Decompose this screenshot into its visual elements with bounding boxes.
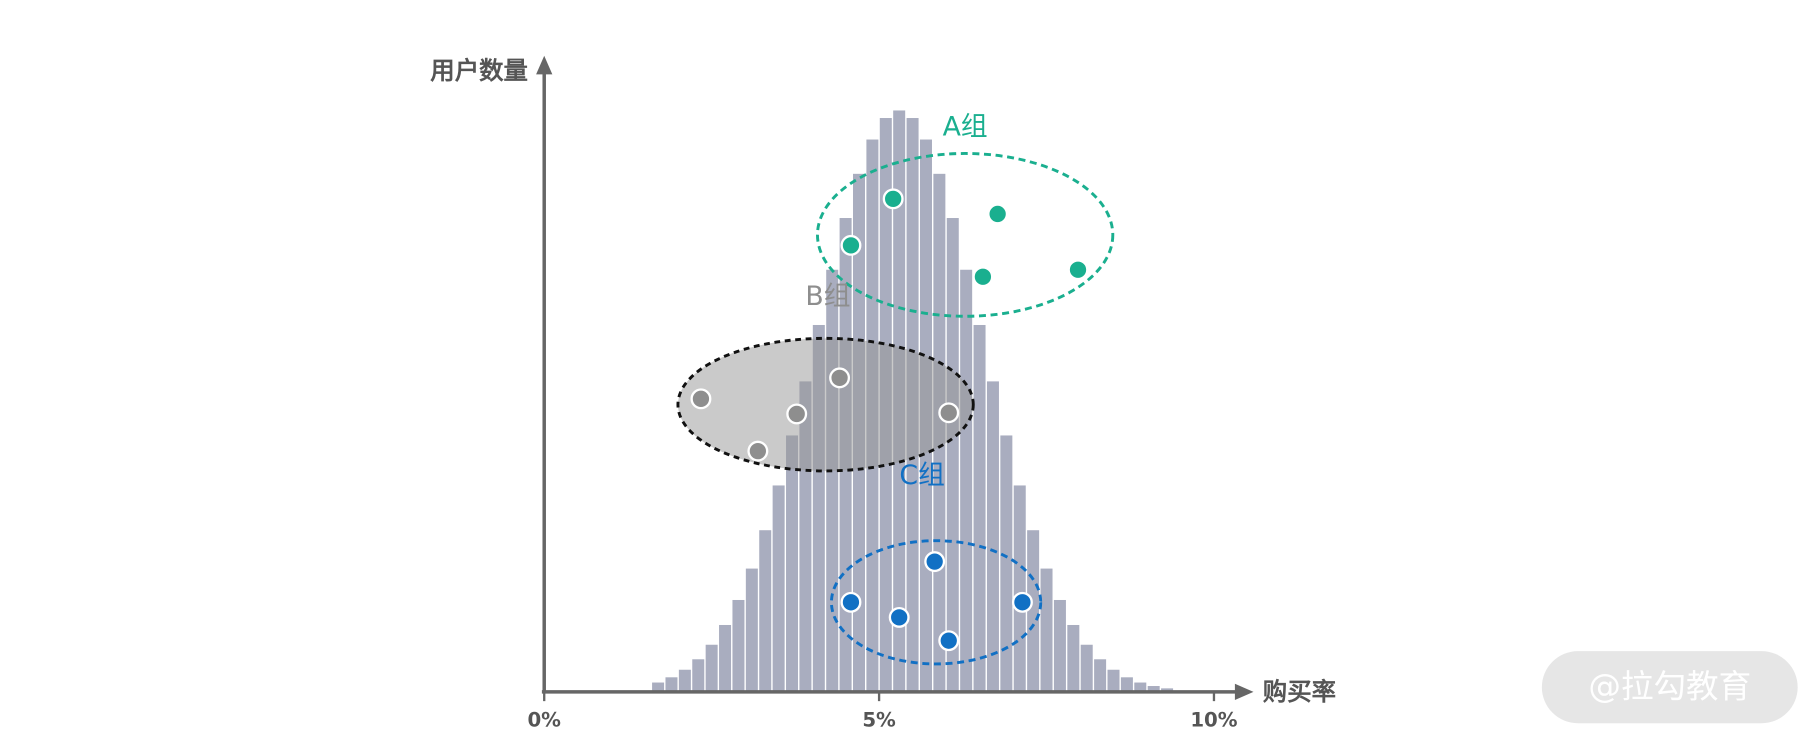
point	[747, 440, 769, 462]
bar	[692, 659, 705, 692]
bar	[986, 381, 999, 692]
bar	[946, 218, 959, 692]
bar	[1107, 669, 1120, 692]
bar	[719, 624, 732, 692]
bar	[786, 435, 799, 692]
point	[938, 630, 960, 652]
point	[1067, 259, 1089, 281]
bar	[1147, 686, 1160, 692]
point	[882, 188, 904, 210]
bar	[1053, 599, 1066, 692]
point	[888, 606, 910, 628]
group-label: B组	[805, 281, 850, 312]
x-tick-label: 0%	[527, 708, 561, 731]
bar	[1080, 644, 1093, 692]
bar	[1134, 682, 1147, 692]
bar	[812, 324, 825, 692]
bar	[1013, 485, 1026, 692]
bar	[705, 644, 718, 692]
bar	[1027, 530, 1040, 692]
point	[924, 551, 946, 573]
y-axis-label: 用户数量	[430, 56, 528, 85]
group-label: C组	[899, 460, 944, 491]
group-c-outline	[829, 539, 1043, 666]
bar	[1094, 659, 1107, 692]
bar	[652, 682, 665, 692]
bar	[1040, 568, 1053, 692]
point	[690, 388, 712, 410]
bar	[678, 669, 691, 692]
point	[840, 591, 862, 613]
point	[829, 367, 851, 389]
watermark-bg	[1541, 651, 1798, 724]
x-axis-arrow	[1234, 683, 1254, 700]
bar	[1067, 624, 1080, 692]
point	[972, 266, 994, 288]
watermark: @拉勾教育	[1588, 667, 1751, 705]
bar	[772, 485, 785, 692]
group-a-outline	[816, 152, 1115, 318]
group-label: A组	[943, 111, 988, 142]
point	[840, 234, 862, 256]
bar	[826, 269, 839, 692]
bar	[745, 568, 758, 692]
point	[786, 403, 808, 425]
bar	[665, 677, 678, 692]
x-tick-label: 10%	[1190, 708, 1237, 731]
bar	[1120, 677, 1133, 692]
x-axis-label: 购买率	[1263, 677, 1336, 706]
point	[938, 402, 960, 424]
group-b-outline	[676, 336, 975, 473]
bar	[799, 381, 812, 692]
x-tick-label: 5%	[862, 708, 896, 731]
bar	[732, 599, 745, 692]
y-axis-arrow	[536, 55, 553, 75]
bar	[973, 324, 986, 692]
point	[1011, 591, 1033, 613]
bar	[1000, 435, 1013, 692]
bar	[759, 530, 772, 692]
bar	[960, 269, 973, 692]
point	[987, 203, 1009, 225]
